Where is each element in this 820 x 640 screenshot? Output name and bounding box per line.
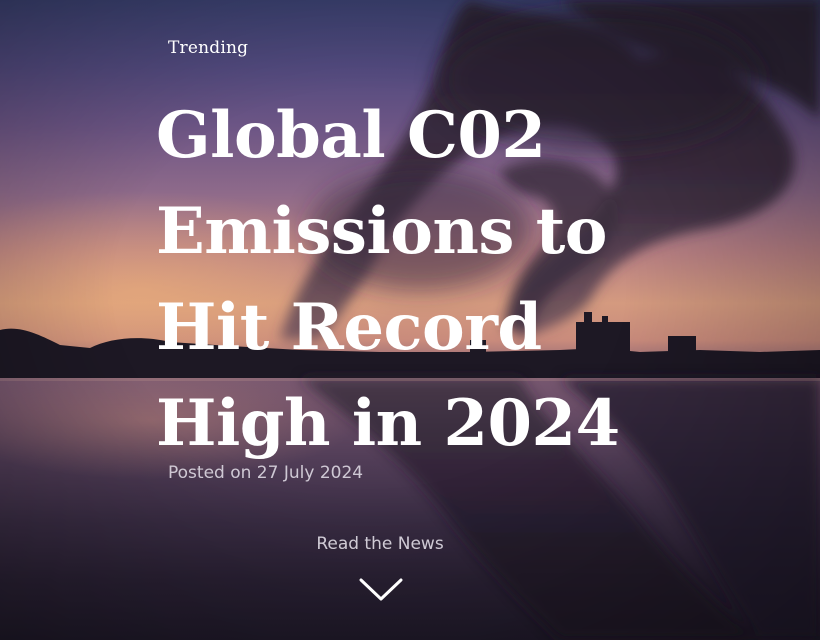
horizon-silhouette — [0, 312, 820, 378]
water-reflection-glow — [0, 360, 360, 480]
headline-line: Emissions to — [156, 194, 607, 269]
headline-line: Global C02 — [156, 98, 546, 173]
posted-date: Posted on 27 July 2024 — [168, 463, 364, 483]
read-the-news-link[interactable]: Read the News — [316, 534, 444, 554]
water-reflection — [300, 378, 820, 640]
trending-tag[interactable]: Trending — [168, 38, 249, 58]
chevron-down-icon[interactable] — [358, 574, 404, 604]
headline-line: Hit Record — [156, 290, 542, 365]
headline-line: High in 2024 — [156, 386, 620, 461]
headline[interactable]: Global C02 Emissions to Hit Record High … — [156, 88, 696, 472]
